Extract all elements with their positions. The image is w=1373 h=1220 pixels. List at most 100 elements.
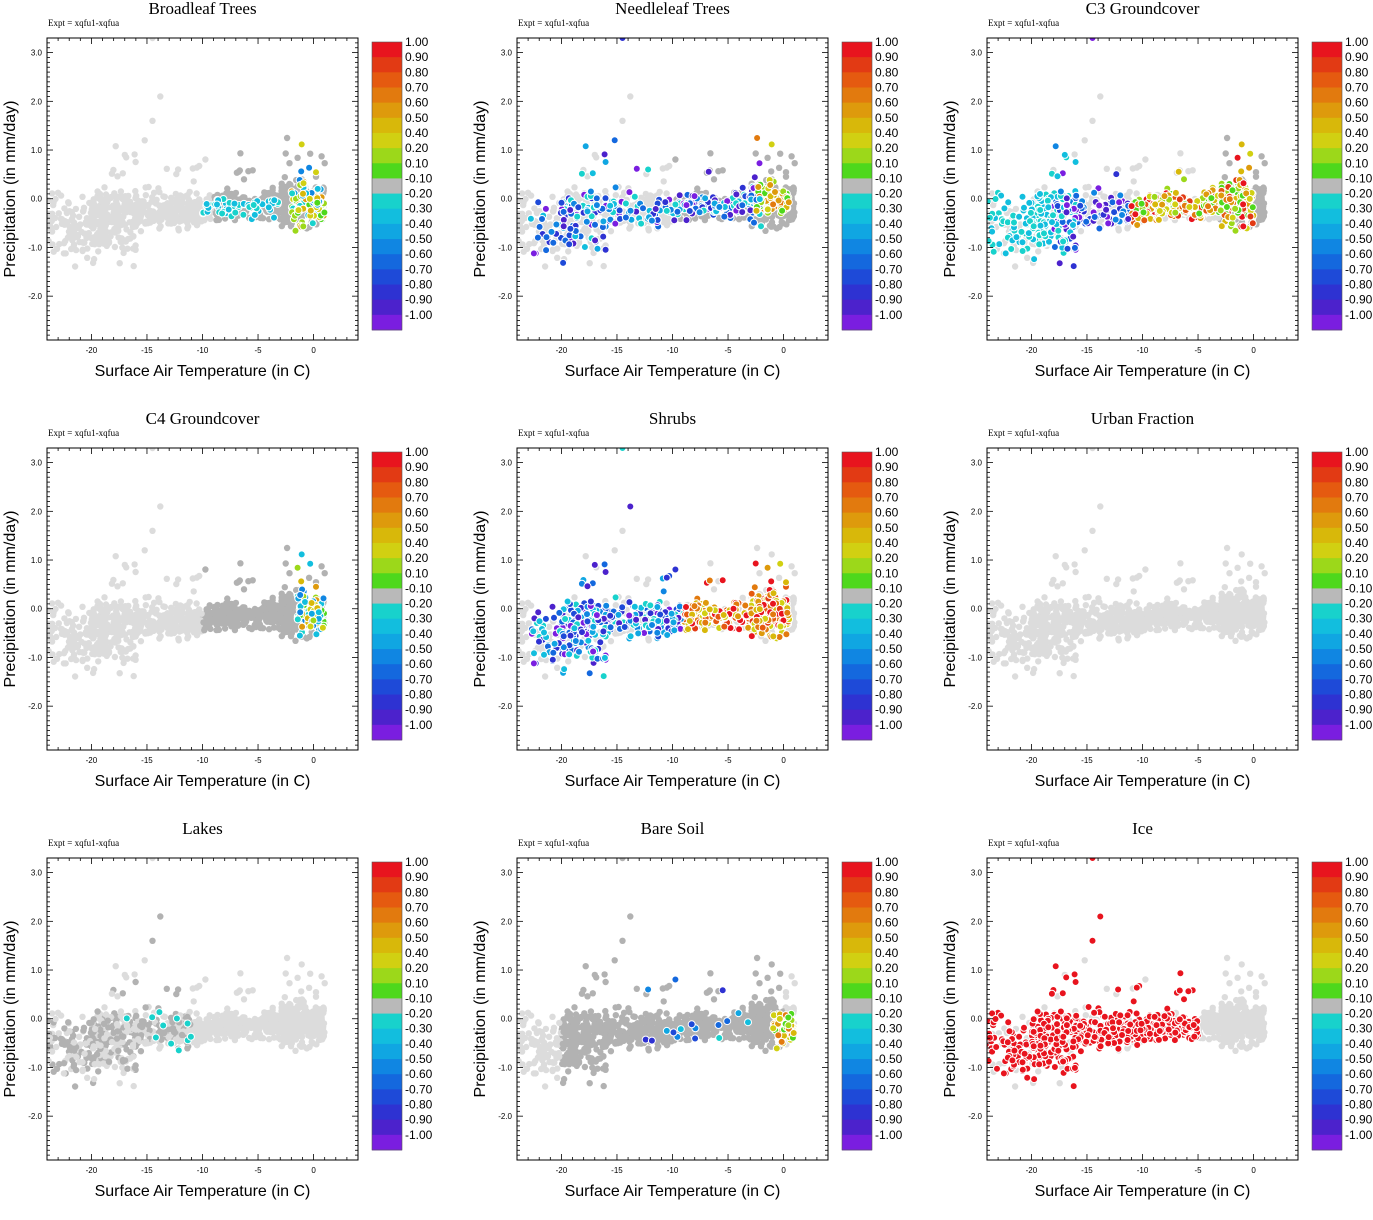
data-point (696, 209, 703, 216)
data-point (282, 584, 288, 590)
data-point (61, 240, 67, 246)
data-point (1060, 238, 1067, 245)
data-point (616, 207, 623, 214)
data-point (539, 216, 546, 223)
data-point (1246, 195, 1253, 202)
data-point (600, 218, 607, 225)
y-tick-label: 2.0 (501, 97, 513, 106)
data-point (753, 150, 759, 156)
experiment-label: Expt = xqfu1-xqfua (518, 18, 589, 28)
colorbar-swatch (842, 87, 872, 103)
data-point (791, 209, 797, 215)
colorbar-label: -0.30 (875, 202, 903, 216)
y-tick-label: 1.0 (971, 146, 983, 155)
data-point (776, 224, 782, 230)
colorbar-swatch (1312, 239, 1342, 255)
colorbar-label: 0.80 (875, 65, 899, 79)
data-point (1091, 214, 1098, 221)
x-tick-label: -15 (141, 346, 153, 355)
y-tick-label: -1.0 (28, 243, 42, 252)
data-point (157, 633, 163, 639)
colorbar-label: -0.60 (875, 247, 903, 261)
data-point (1103, 206, 1110, 213)
data-point (515, 238, 521, 244)
data-point (1016, 213, 1023, 220)
data-point (240, 211, 247, 218)
colorbar-swatch (842, 315, 872, 331)
data-point (251, 211, 258, 218)
data-point (1238, 168, 1245, 175)
data-point (45, 238, 51, 244)
data-point (47, 215, 53, 221)
data-point (1019, 248, 1026, 255)
data-point (1116, 199, 1123, 206)
data-point (578, 170, 585, 177)
data-point (783, 169, 789, 175)
data-point (157, 223, 163, 229)
data-point (770, 223, 776, 229)
data-point (627, 93, 633, 99)
data-point (314, 185, 321, 192)
colorbar-swatch (842, 285, 872, 301)
data-point (1125, 216, 1132, 223)
data-point (149, 118, 155, 124)
x-tick-label: -10 (1137, 346, 1149, 355)
y-tick-label: -2.0 (498, 292, 512, 301)
data-point (560, 208, 567, 215)
colorbar: 1.000.900.800.700.600.500.400.200.10-0.1… (372, 35, 433, 330)
colorbar-swatch (1312, 163, 1342, 179)
data-point (594, 245, 601, 252)
y-axis-label: Precipitation (in mm/day) (472, 101, 489, 278)
data-point (1176, 196, 1183, 203)
colorbar-label: 1.00 (1345, 35, 1369, 49)
data-point (321, 209, 328, 216)
data-point (754, 135, 761, 142)
data-point (202, 156, 208, 162)
colorbar-swatch (842, 118, 872, 134)
data-point (91, 666, 97, 672)
data-point (652, 206, 659, 213)
data-point (214, 201, 221, 208)
data-point (1019, 239, 1026, 246)
colorbar-swatch (1312, 315, 1342, 331)
data-point (169, 609, 175, 615)
data-point (1172, 209, 1179, 216)
data-point (536, 223, 543, 230)
x-axis-label: Surface Air Temperature (in C) (95, 363, 311, 380)
data-point (558, 199, 565, 206)
data-point (1112, 216, 1119, 223)
data-point (289, 190, 296, 197)
data-point (314, 199, 321, 206)
data-point (106, 239, 112, 245)
colorbar-swatch (1312, 224, 1342, 240)
data-point (702, 217, 708, 223)
data-point (306, 575, 312, 581)
data-point (106, 649, 112, 655)
data-point (80, 247, 86, 253)
data-point (1050, 212, 1057, 219)
colorbar-swatch (372, 254, 402, 270)
data-point (184, 217, 190, 223)
data-point (768, 141, 775, 148)
data-point (1205, 203, 1212, 210)
data-point (564, 188, 570, 194)
colorbar-swatch (1312, 194, 1342, 210)
data-point (1156, 208, 1163, 215)
colorbar-label: -0.90 (1345, 293, 1373, 307)
data-point (1152, 201, 1159, 208)
data-point (1229, 187, 1236, 194)
data-point (715, 168, 721, 174)
data-point (313, 169, 320, 176)
data-point (739, 202, 746, 209)
colorbar-label: 0.50 (405, 111, 429, 125)
colorbar-label: 0.20 (405, 141, 429, 155)
data-point (149, 194, 155, 200)
colorbar-swatch (1312, 118, 1342, 134)
data-point (777, 151, 783, 157)
colorbar-label: 0.80 (1345, 65, 1369, 79)
data-point (179, 217, 185, 223)
colorbar-swatch (372, 118, 402, 134)
y-tick-label: 1.0 (31, 146, 43, 155)
colorbar-label: -0.60 (1345, 247, 1373, 261)
